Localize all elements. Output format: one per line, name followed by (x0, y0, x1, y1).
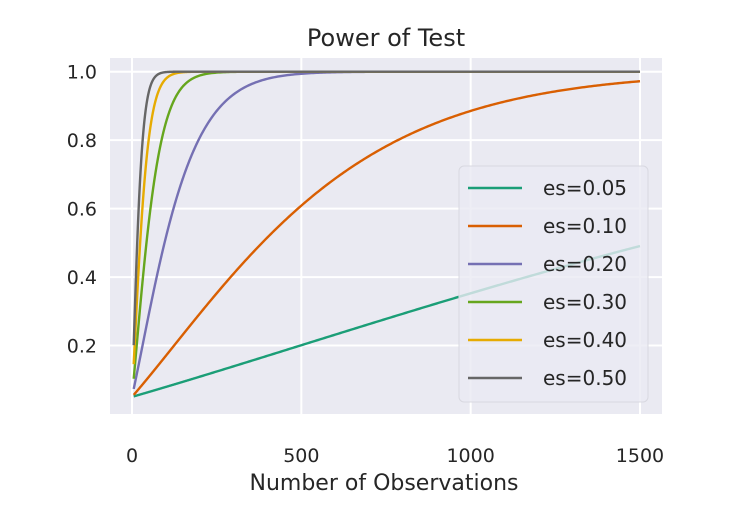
chart-title: Power of Test (307, 24, 465, 52)
legend: es=0.05 es=0.10 es=0.20 es=0.30 es=0.40 es=0.… (458, 165, 649, 403)
y-tick-label: 0.4 (67, 267, 97, 289)
y-tick-labels: 0.2 0.4 0.6 0.8 1.0 (67, 62, 97, 358)
y-tick-label: 1.0 (67, 62, 97, 84)
legend-label: es=0.10 (543, 214, 627, 238)
x-tick-labels: 0 500 1000 1500 (126, 445, 664, 467)
y-tick-label: 0.6 (67, 199, 97, 221)
x-tick-label: 0 (126, 445, 138, 467)
series-line-es=0.10 (132, 80, 641, 396)
x-axis-title: Number of Observations (250, 471, 519, 496)
x-tick-label: 1000 (446, 445, 494, 467)
x-tick-label: 500 (283, 445, 319, 467)
legend-label: es=0.05 (543, 176, 627, 200)
legend-label: es=0.40 (543, 328, 627, 352)
y-tick-label: 0.2 (67, 336, 97, 358)
legend-label: es=0.30 (543, 290, 627, 314)
legend-label: es=0.50 (543, 366, 627, 390)
y-tick-label: 0.8 (67, 130, 97, 152)
series-line-es=0.50 (132, 70, 640, 346)
x-tick-label: 1500 (616, 445, 664, 467)
legend-label: es=0.20 (543, 252, 627, 276)
